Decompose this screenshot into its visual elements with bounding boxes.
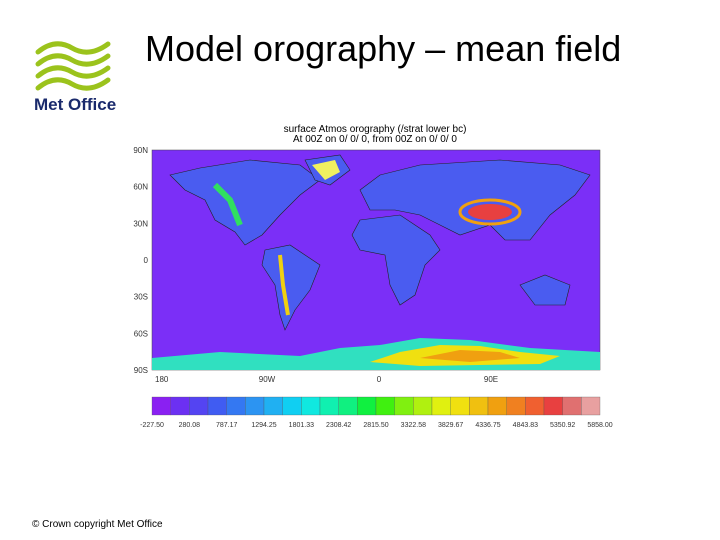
- colorbar-swatch: [469, 396, 489, 416]
- colorbar-swatch: [413, 396, 433, 416]
- colorbar-swatch: [581, 396, 601, 416]
- colorbar-swatch: [263, 396, 283, 416]
- colorbar-swatch: [506, 396, 526, 416]
- colorbar-swatch: [431, 396, 451, 416]
- lat-label: 60N: [133, 183, 148, 192]
- colorbar: -227.50 280.08 787.17 1294.25 1801.33 2308.42…: [140, 396, 613, 429]
- colorbar-label: 4843.83: [513, 422, 538, 429]
- colorbar-swatch: [301, 396, 321, 416]
- colorbar-swatch: [319, 396, 339, 416]
- colorbar-label: 3322.58: [401, 422, 426, 429]
- colorbar-swatch: [245, 396, 265, 416]
- logo: [35, 41, 111, 91]
- colorbar-label: -227.50: [140, 422, 164, 429]
- colorbar-swatch: [226, 396, 246, 416]
- colorbar-swatch: [394, 396, 414, 416]
- colorbar-label: 1801.33: [289, 422, 314, 429]
- map: [151, 149, 601, 371]
- colorbar-swatch: [282, 396, 302, 416]
- map-axes: 90N 60N 30N 0 30S 60S 90S 180 90W 0 90E: [133, 146, 498, 384]
- map-subtitle: At 00Z on 0/ 0/ 0, from 00Z on 0/ 0/ 0: [293, 134, 457, 145]
- colorbar-label: 280.08: [179, 422, 201, 429]
- colorbar-swatch: [450, 396, 470, 416]
- colorbar-label: 5858.00: [587, 422, 612, 429]
- colorbar-label: 787.17: [216, 422, 238, 429]
- colorbar-swatch: [338, 396, 358, 416]
- colorbar-swatch: [357, 396, 377, 416]
- colorbar-swatch: [487, 396, 507, 416]
- colorbar-swatch: [151, 396, 171, 416]
- lat-label: 0: [144, 256, 149, 265]
- colorbar-swatch: [170, 396, 190, 416]
- colorbar-swatch: [189, 396, 209, 416]
- lon-label: 90W: [259, 375, 276, 384]
- footer: © Crown copyright Met Office: [32, 519, 163, 530]
- colorbar-swatch: [525, 396, 545, 416]
- colorbar-swatch: [375, 396, 395, 416]
- lon-label: 180: [155, 375, 169, 384]
- colorbar-swatch: [562, 396, 582, 416]
- map-title: surface Atmos orography (/strat lower bc…: [284, 124, 467, 135]
- colorbar-label: 3829.67: [438, 422, 463, 429]
- colorbar-swatch: [207, 396, 227, 416]
- colorbar-label: 2815.50: [363, 422, 388, 429]
- lat-label: 30S: [134, 293, 148, 302]
- lat-label: 90S: [134, 366, 148, 375]
- lat-label: 30N: [133, 219, 148, 228]
- colorbar-label: 4336.75: [475, 422, 500, 429]
- colorbar-label: 1294.25: [251, 422, 276, 429]
- logo-text: Met Office: [34, 95, 116, 114]
- colorbar-swatch: [543, 396, 563, 416]
- colorbar-label: 2308.42: [326, 422, 351, 429]
- lon-label: 90E: [484, 375, 498, 384]
- lon-label: 0: [377, 375, 382, 384]
- colorbar-label: 5350.92: [550, 422, 575, 429]
- slide-title: Model orography – mean field: [145, 28, 622, 69]
- lat-label: 90N: [133, 146, 148, 155]
- lat-label: 60S: [134, 329, 148, 338]
